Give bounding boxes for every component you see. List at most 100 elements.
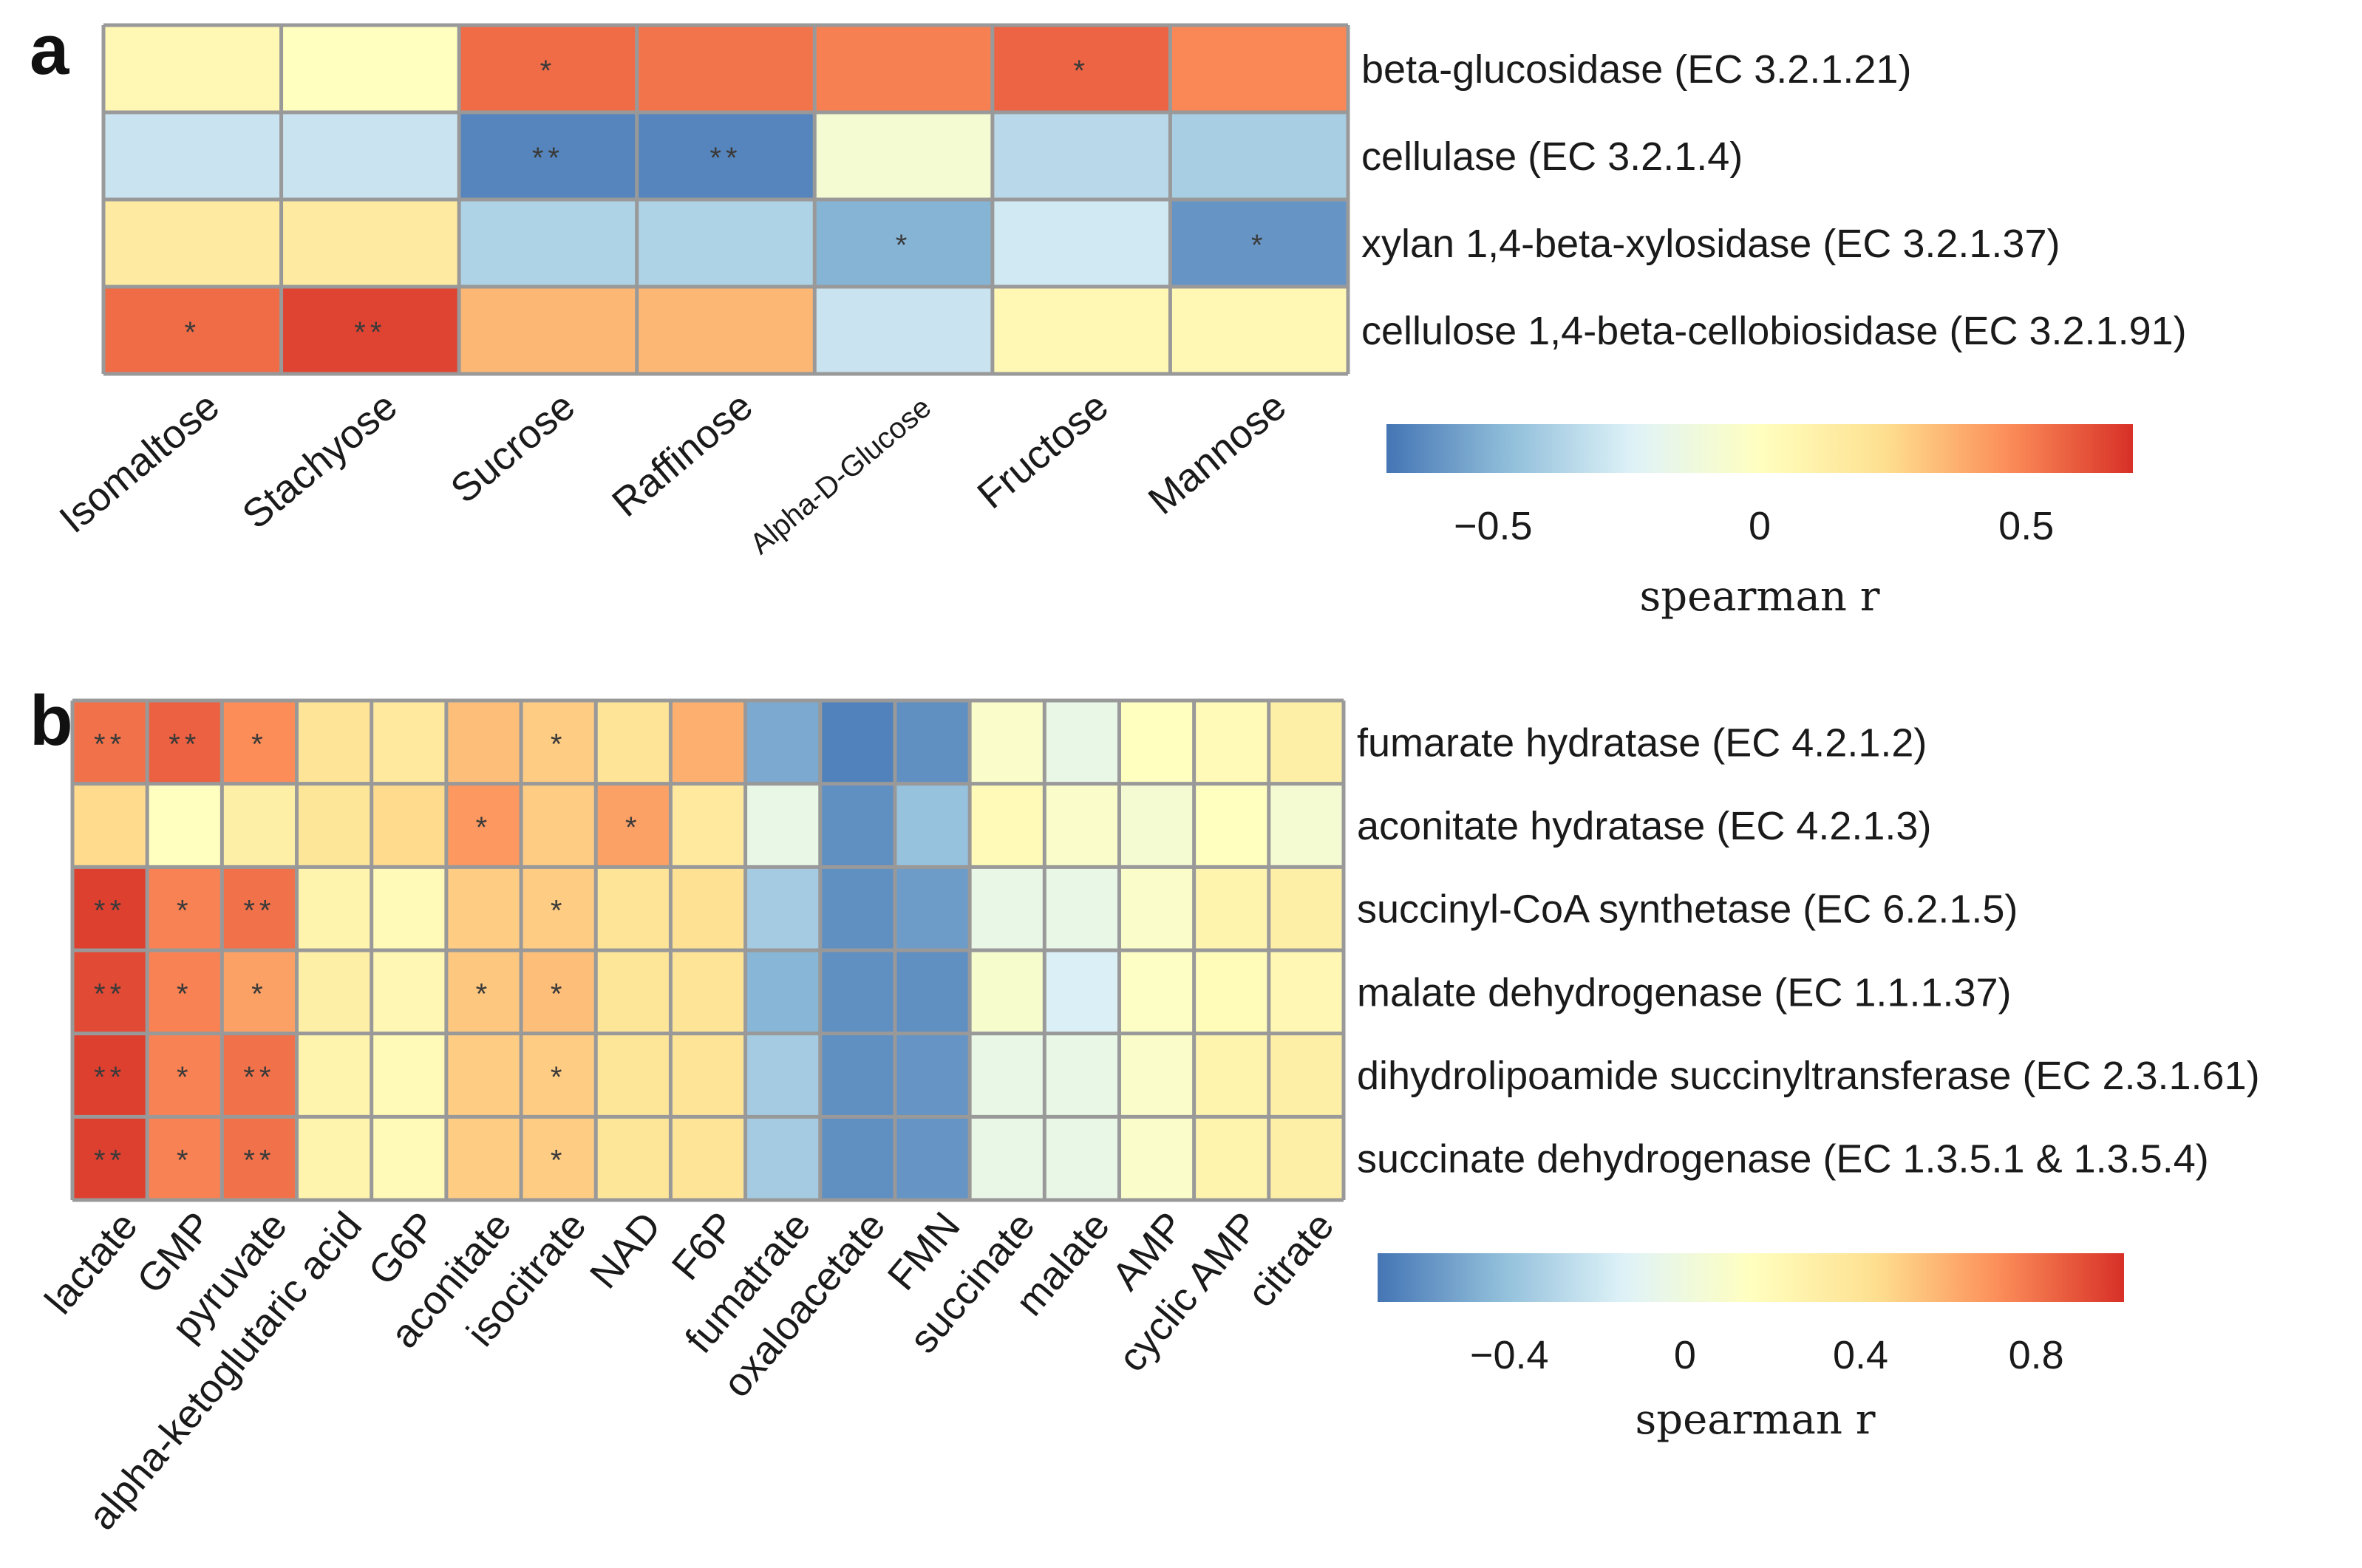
b-cell-r1-c15 [1194,783,1269,867]
panel-b-label: b [30,681,73,760]
b-cell-r0-c1 [147,701,222,784]
b-cell-r5-c3 [296,1117,372,1200]
b-colorbar-tick-2: 0.4 [1833,1333,1888,1377]
a-cell-r3-c6 [1170,287,1348,374]
a-cell-r1-c0 [103,112,282,200]
b-cell-r3-c12 [970,950,1045,1034]
b-row-label-1: aconitate hydratase (EC 4.2.1.3) [1357,804,1931,848]
a-significance-r2-c6: * [1251,229,1267,262]
b-cell-r3-c8 [670,950,746,1034]
b-significance-r5-c2: ** [243,1145,275,1177]
b-cell-r3-c5 [446,950,522,1034]
b-row-label-4: dihydrolipoamide succinyltransferase (EC… [1357,1054,2260,1098]
b-cell-r0-c13 [1044,701,1120,784]
b-cell-r4-c4 [371,1033,446,1117]
b-cell-r5-c13 [1044,1117,1120,1200]
b-cell-r1-c6 [521,783,596,867]
a-significance-r0-c2: * [540,55,557,87]
b-significance-r3-c6: * [551,978,567,1010]
a-cell-r3-c2 [459,287,637,374]
b-significance-r0-c2: * [251,728,268,760]
a-significance-r3-c0: * [184,316,200,349]
b-column-label-16: citrate [1239,1204,1342,1315]
b-cell-r4-c3 [296,1033,372,1117]
a-column-label-0: Isomaltose [51,384,228,542]
a-cell-r2-c0 [103,200,282,287]
b-colorbar-tick-3: 0.8 [2009,1333,2064,1377]
b-cell-r1-c16 [1268,783,1344,867]
b-cell-r0-c5 [446,701,522,784]
b-cell-r1-c3 [296,783,372,867]
a-cell-r2-c4 [814,200,993,287]
a-significance-r1-c3: ** [709,142,741,174]
panel-b-cells [72,701,1344,1200]
b-significance-r3-c1: * [177,978,193,1010]
a-significance-r1-c2: ** [532,142,564,174]
b-cell-r4-c5 [446,1033,522,1117]
b-cell-r0-c10 [820,701,895,784]
b-colorbar-tick-0: −0.4 [1470,1333,1549,1377]
a-cell-r0-c3 [636,25,815,112]
a-colorbar-tick-1: 0 [1749,504,1771,548]
b-cell-r0-c15 [1194,701,1269,784]
b-cell-r1-c5 [446,783,522,867]
b-significance-r3-c2: * [251,978,268,1010]
b-cell-r2-c1 [147,867,222,950]
b-cell-r2-c16 [1268,867,1344,950]
b-significance-r4-c2: ** [243,1061,275,1094]
panel-a-label: a [30,10,69,89]
b-cell-r2-c7 [596,867,671,950]
b-colorbar-tick-1: 0 [1674,1333,1696,1377]
b-cell-r1-c11 [894,783,970,867]
a-cell-r1-c5 [992,112,1171,200]
b-cell-r3-c14 [1119,950,1194,1034]
b-cell-r5-c6 [521,1117,596,1200]
a-column-label-4: Alpha-D-Glucose [744,391,938,560]
b-cell-r0-c12 [970,701,1045,784]
b-cell-r2-c10 [820,867,895,950]
b-cell-r2-c3 [296,867,372,950]
b-significance-r3-c5: * [476,978,492,1010]
a-cell-r3-c5 [992,287,1171,374]
b-cell-r4-c7 [596,1033,671,1117]
b-significance-r2-c2: ** [243,895,275,927]
a-cell-r2-c3 [636,200,815,287]
a-cell-r3-c0 [103,287,282,374]
a-cell-r3-c3 [636,287,815,374]
b-row-label-5: succinate dehydrogenase (EC 1.3.5.1 & 1.… [1357,1137,2209,1182]
b-cell-r4-c16 [1268,1033,1344,1117]
b-cell-r3-c3 [296,950,372,1034]
b-cell-r3-c1 [147,950,222,1034]
b-cell-r1-c14 [1119,783,1194,867]
a-colorbar-tick-2: 0.5 [1998,504,2054,548]
a-column-label-6: Mannose [1140,384,1295,523]
b-cell-r1-c1 [147,783,222,867]
a-colorbar-tick-0: −0.5 [1454,504,1533,548]
b-cell-r0-c11 [894,701,970,784]
b-cell-r3-c2 [222,950,297,1034]
b-cell-r0-c16 [1268,701,1344,784]
b-cell-r4-c13 [1044,1033,1120,1117]
panel-b-colorbar: −0.4 0 0.4 0.8 spearman r [1378,1253,2124,1444]
b-cell-r5-c15 [1194,1117,1269,1200]
a-cell-r0-c0 [103,25,282,112]
b-cell-r2-c15 [1194,867,1269,950]
b-cell-r1-c8 [670,783,746,867]
b-cell-r5-c1 [147,1117,222,1200]
b-cell-r3-c10 [820,950,895,1034]
a-row-label-0: beta-glucosidase (EC 3.2.1.21) [1361,47,1911,92]
b-cell-r3-c16 [1268,950,1344,1034]
panel-a-cells [103,25,1348,374]
b-cell-r3-c4 [371,950,446,1034]
b-significance-r5-c1: * [177,1145,193,1177]
b-cell-r5-c10 [820,1117,895,1200]
b-cell-r5-c0 [72,1117,148,1200]
a-cell-r1-c2 [459,112,637,200]
b-significance-r5-c6: * [551,1145,567,1177]
b-cell-r4-c8 [670,1033,746,1117]
b-significance-r0-c6: * [551,728,567,760]
panel-b-colorbar-title: spearman r [1635,1396,1875,1444]
a-significance-r3-c1: ** [354,316,386,349]
